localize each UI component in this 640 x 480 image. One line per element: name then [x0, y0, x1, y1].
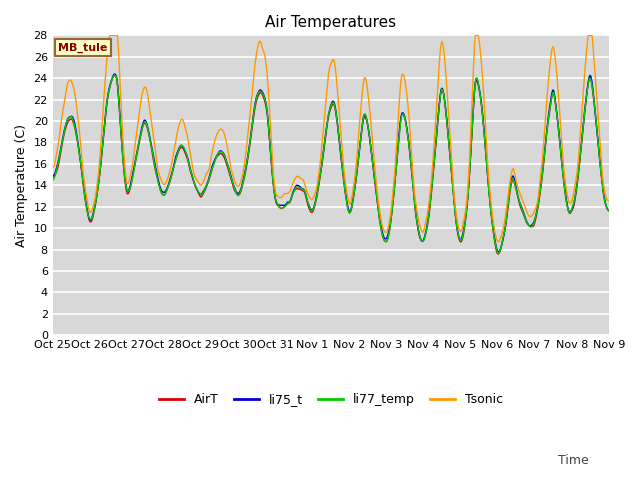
Line: li75_t: li75_t	[52, 74, 609, 252]
li75_t	[49, 173, 56, 179]
li77_temp	[173, 153, 180, 159]
AirT	[111, 72, 119, 78]
li75_t	[159, 189, 167, 195]
li75_t	[605, 208, 612, 214]
li75_t	[417, 238, 425, 244]
li75_t	[173, 151, 180, 157]
Legend: AirT, li75_t, li77_temp, Tsonic: AirT, li75_t, li77_temp, Tsonic	[154, 388, 508, 411]
AirT	[605, 207, 612, 213]
li75_t	[540, 159, 547, 165]
Title: Air Temperatures: Air Temperatures	[265, 15, 396, 30]
Tsonic	[490, 224, 498, 230]
Line: li77_temp: li77_temp	[52, 75, 609, 253]
AirT	[490, 234, 498, 240]
li77_temp	[490, 234, 498, 240]
li75_t	[111, 71, 118, 77]
AirT	[417, 238, 425, 243]
Tsonic	[159, 181, 167, 187]
li77_temp	[235, 192, 243, 198]
li75_t	[235, 190, 243, 196]
Tsonic	[417, 228, 425, 233]
Tsonic	[106, 33, 114, 38]
Tsonic	[605, 198, 612, 204]
Text: MB_tule: MB_tule	[58, 43, 108, 53]
AirT	[159, 192, 167, 198]
Y-axis label: Air Temperature (C): Air Temperature (C)	[15, 124, 28, 247]
AirT	[540, 162, 547, 168]
li77_temp	[495, 251, 502, 256]
AirT	[49, 174, 56, 180]
Text: Time: Time	[558, 454, 589, 467]
li77_temp	[540, 161, 547, 167]
Tsonic	[49, 165, 56, 170]
Tsonic	[540, 143, 547, 149]
Line: AirT: AirT	[52, 75, 609, 254]
li75_t	[490, 231, 498, 237]
li77_temp	[111, 72, 119, 78]
li75_t	[495, 249, 502, 255]
Tsonic	[173, 133, 180, 139]
li77_temp	[49, 178, 56, 183]
AirT	[235, 192, 243, 197]
Tsonic	[495, 239, 502, 245]
li77_temp	[159, 192, 167, 198]
li77_temp	[417, 238, 425, 243]
li77_temp	[605, 208, 612, 214]
Tsonic	[235, 183, 243, 189]
AirT	[173, 154, 180, 160]
AirT	[495, 251, 502, 257]
Line: Tsonic: Tsonic	[52, 36, 609, 242]
